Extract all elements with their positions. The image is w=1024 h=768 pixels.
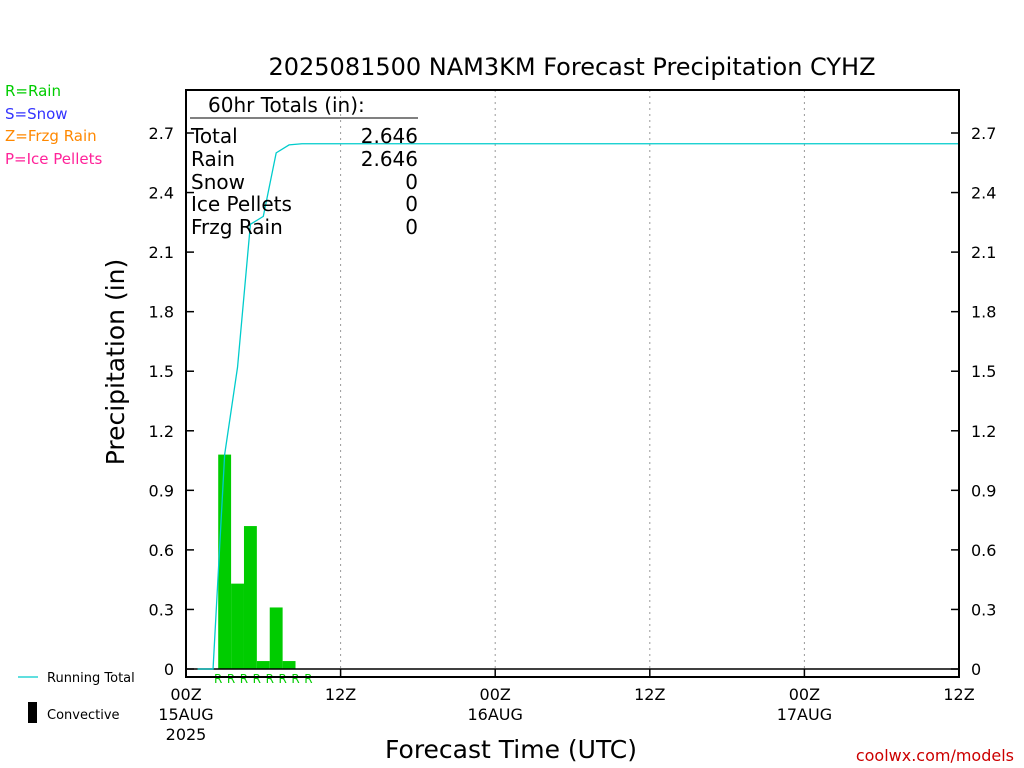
- y-tick-label: 0.3: [149, 600, 174, 619]
- convective-legend-label: Convective: [47, 708, 120, 723]
- chart-title: 2025081500 NAM3KM Forecast Precipitation…: [268, 53, 875, 81]
- legend-rain: R=Rain: [5, 82, 61, 100]
- y-axis-title: Precipitation (in): [101, 259, 130, 466]
- precip-bar: [243, 526, 257, 669]
- precip-bar: [218, 454, 232, 669]
- watermark-text: coolwx.com/models: [856, 746, 1014, 765]
- y-tick-label: 0.6: [971, 541, 996, 560]
- x-tick-label: 12Z: [325, 685, 356, 704]
- convective-swatch: [28, 702, 37, 723]
- y-tick-label: 1.5: [971, 362, 996, 381]
- y-tick-label: 0.3: [971, 600, 996, 619]
- y-tick-label: 0.6: [149, 541, 174, 560]
- precip-type-marker: R: [278, 672, 286, 686]
- totals-header: 60hr Totals (in):: [208, 93, 365, 117]
- x-tick-date: 15AUG: [158, 705, 213, 724]
- y-tick-label: 1.2: [971, 422, 996, 441]
- y-tick-label: 2.7: [971, 124, 996, 143]
- x-tick-label: 00Z: [480, 685, 511, 704]
- x-axis-title: Forecast Time (UTC): [385, 735, 637, 764]
- precip-type-marker: R: [214, 672, 222, 686]
- y-tick-label: 2.4: [149, 184, 174, 203]
- x-tick-label: 00Z: [789, 685, 820, 704]
- precip-type-marker: R: [227, 672, 235, 686]
- type-legend: R=Rain S=Snow Z=Frzg Rain P=Ice Pellets: [5, 82, 102, 168]
- plot-frame: [185, 89, 960, 678]
- y-tick-label: 0: [971, 660, 981, 679]
- y-tick-label: 2.7: [149, 124, 174, 143]
- totals-value-total: 2.646: [361, 124, 418, 148]
- precip-bar: [269, 607, 283, 669]
- precip-bars: [218, 454, 296, 669]
- x-tick-label: 12Z: [634, 685, 665, 704]
- legend-snow: S=Snow: [5, 105, 68, 123]
- running-total-legend-label: Running Total: [47, 671, 135, 686]
- precip-bar: [256, 661, 270, 669]
- totals-box: 60hr Totals (in): Total 2.646 Rain 2.646…: [190, 93, 418, 239]
- legend-ice-pellets: P=Ice Pellets: [5, 150, 102, 168]
- totals-label-total: Total: [190, 124, 238, 148]
- x-tick-year: 2025: [166, 725, 207, 744]
- x-tick-label: 12Z: [943, 685, 974, 704]
- totals-label-rain: Rain: [191, 147, 235, 171]
- totals-value-ice-pellets: 0: [405, 192, 418, 216]
- totals-value-rain: 2.646: [361, 147, 418, 171]
- totals-value-frzg-rain: 0: [405, 215, 418, 239]
- vertical-grid: [340, 90, 805, 677]
- y-tick-label: 1.8: [149, 303, 174, 322]
- precip-type-marker: R: [253, 672, 261, 686]
- totals-label-ice-pellets: Ice Pellets: [191, 192, 292, 216]
- y-tick-label: 1.2: [149, 422, 174, 441]
- precip-type-marker: R: [304, 672, 312, 686]
- y-axis-left: 0 0.3 0.6 0.9 1.2 1.5 1.8 2.1 2.4 2.7: [149, 124, 194, 679]
- y-tick-label: 1.5: [149, 362, 174, 381]
- totals-label-frzg-rain: Frzg Rain: [191, 215, 283, 239]
- y-tick-label: 0.9: [149, 481, 174, 500]
- y-tick-label: 2.4: [971, 184, 996, 203]
- legend-frzg-rain: Z=Frzg Rain: [5, 127, 97, 145]
- precip-bar: [231, 583, 244, 669]
- y-tick-label: 1.8: [971, 303, 996, 322]
- y-tick-label: 2.1: [971, 243, 996, 262]
- y-axis-right: 0 0.3 0.6 0.9 1.2 1.5 1.8 2.1 2.4 2.7: [951, 124, 996, 679]
- y-tick-label: 0.9: [971, 481, 996, 500]
- precip-type-marker: R: [266, 672, 274, 686]
- precip-bar: [282, 661, 296, 669]
- x-tick-date: 17AUG: [777, 705, 832, 724]
- totals-label-snow: Snow: [191, 170, 245, 194]
- x-tick-label: 00Z: [170, 685, 201, 704]
- precip-type-marker: R: [240, 672, 248, 686]
- x-tick-date: 16AUG: [467, 705, 522, 724]
- y-tick-label: 2.1: [149, 243, 174, 262]
- precip-type-marker: R: [291, 672, 299, 686]
- totals-value-snow: 0: [405, 170, 418, 194]
- running-total-line: [197, 143, 959, 670]
- y-tick-label: 0: [164, 660, 174, 679]
- bottom-legend: Running Total Convective: [18, 671, 135, 723]
